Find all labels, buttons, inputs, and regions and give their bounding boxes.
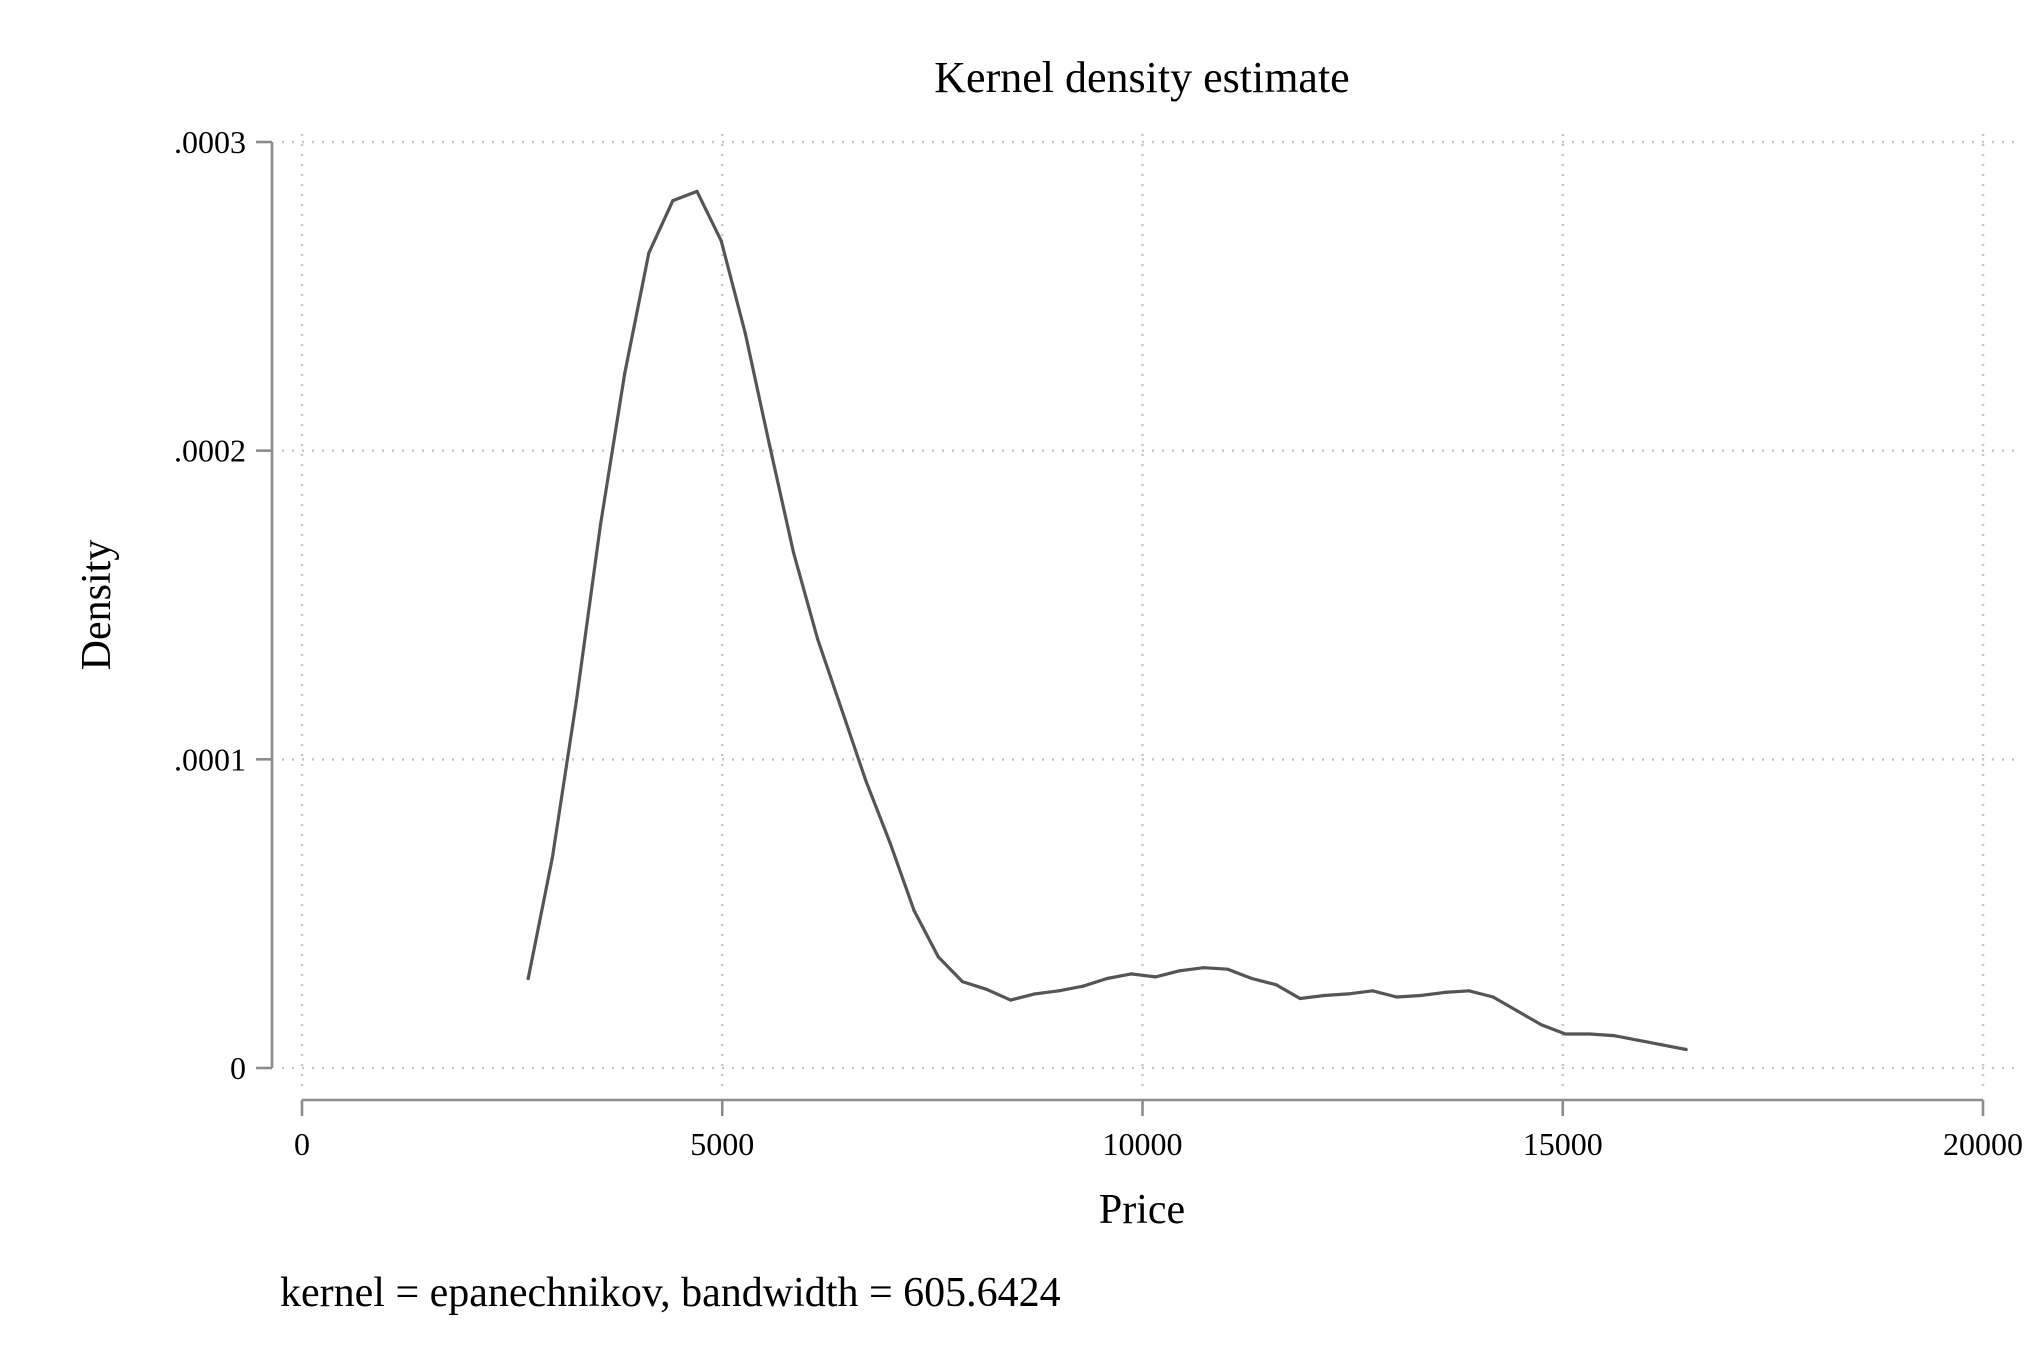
density-point <box>1563 1032 1567 1036</box>
x-tick-label-3: 15000 <box>1523 1126 1603 1162</box>
y-axis-title: Density <box>74 540 120 671</box>
y-tick-label-3: .0003 <box>174 124 246 160</box>
density-point <box>912 909 916 913</box>
x-tick-label-2: 10000 <box>1103 1126 1183 1162</box>
density-point <box>550 856 554 860</box>
x-axis-title: Price <box>1099 1187 1185 1233</box>
ticks: 0 .0001 .0002 .0003 0 5000 10000 15000 20000 <box>174 124 2023 1162</box>
density-point <box>1612 1034 1616 1038</box>
y-tick-label-1: .0001 <box>174 741 246 777</box>
density-point <box>1395 995 1399 999</box>
density-point <box>1370 989 1375 993</box>
density-point <box>719 239 723 243</box>
density-point <box>1274 983 1278 987</box>
density-point <box>1491 995 1495 999</box>
density-point <box>1539 1023 1543 1027</box>
density-point <box>1298 996 1302 1001</box>
density-point <box>598 523 603 527</box>
density-point <box>1153 975 1157 979</box>
density-point <box>1684 1047 1688 1052</box>
chart-title: Kernel density estimate <box>934 53 1349 102</box>
density-point <box>1009 998 1013 1002</box>
density-point <box>1033 992 1037 996</box>
x-tick-label-4: 20000 <box>1943 1126 2023 1162</box>
density-point <box>623 371 627 376</box>
density-point <box>1226 967 1230 971</box>
density-point <box>647 251 651 255</box>
density-point <box>743 331 747 335</box>
density-point <box>791 550 796 555</box>
density-point <box>1588 1032 1592 1036</box>
density-point <box>936 955 940 959</box>
density-point <box>1081 984 1085 988</box>
y-tick-label-2: .0002 <box>174 433 246 469</box>
density-point <box>1177 969 1182 973</box>
density-point <box>816 637 820 641</box>
density-point <box>1129 972 1133 976</box>
density-point <box>960 980 965 984</box>
density-point <box>1346 992 1350 996</box>
density-point <box>984 987 989 991</box>
density-point <box>767 442 772 447</box>
density-point <box>1515 1009 1519 1013</box>
x-tick-label-1: 5000 <box>690 1126 754 1162</box>
density-point <box>695 189 699 193</box>
density-point <box>840 708 844 712</box>
y-tick-label-0: 0 <box>230 1050 246 1086</box>
density-point <box>1467 989 1471 993</box>
density-point <box>1202 966 1206 970</box>
density-point <box>1105 976 1109 981</box>
density-point <box>574 699 579 703</box>
density-point <box>1322 993 1326 998</box>
density-point <box>1443 990 1447 995</box>
density-point <box>864 779 868 783</box>
density-point <box>1636 1038 1640 1042</box>
density-point <box>1419 993 1423 998</box>
density-point <box>1057 989 1061 993</box>
kernel-note: kernel = epanechnikov, bandwidth = 605.6… <box>280 1270 1061 1316</box>
density-point <box>671 199 675 203</box>
density-point <box>1250 976 1254 981</box>
series <box>526 189 1688 1052</box>
density-point <box>888 841 892 845</box>
x-tick-label-0: 0 <box>294 1126 310 1162</box>
density-point <box>1660 1043 1664 1047</box>
density-point <box>526 976 530 981</box>
